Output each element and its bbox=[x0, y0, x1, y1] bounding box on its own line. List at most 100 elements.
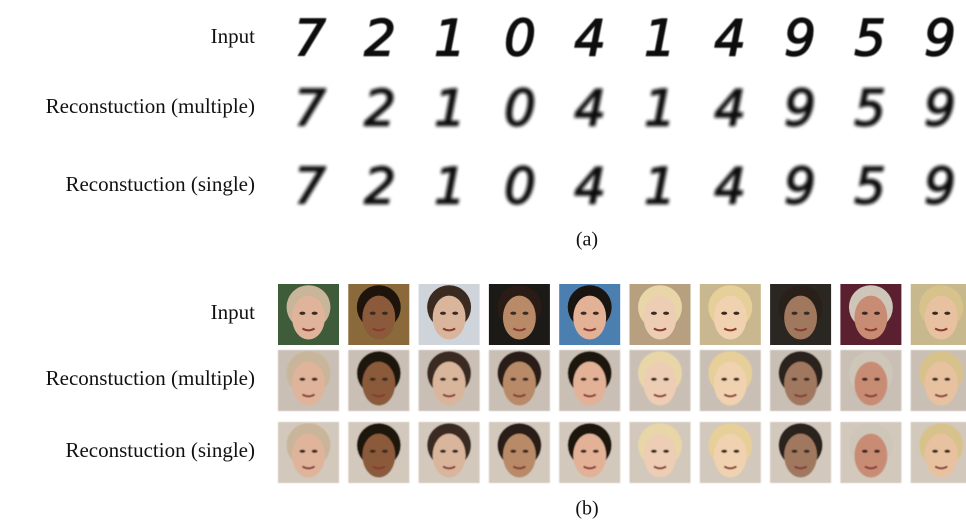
row-label: Reconstuction (multiple) bbox=[46, 366, 255, 390]
face-eye bbox=[312, 312, 318, 315]
face-eye bbox=[804, 312, 810, 315]
face-eye bbox=[382, 312, 388, 315]
face-skin bbox=[644, 296, 677, 340]
face-eye bbox=[721, 450, 727, 453]
face-eye bbox=[651, 450, 657, 453]
face-skin bbox=[292, 434, 325, 478]
digit-image: 1 bbox=[644, 80, 676, 138]
face-eye bbox=[510, 450, 516, 453]
face-eye bbox=[804, 450, 810, 453]
digit-image: 7 bbox=[294, 80, 326, 138]
face-image bbox=[489, 350, 550, 411]
face-eye bbox=[299, 312, 305, 315]
face-image bbox=[559, 422, 620, 483]
face-image bbox=[700, 284, 761, 345]
face-eye bbox=[874, 450, 880, 453]
face-image bbox=[348, 422, 409, 483]
face-eye bbox=[663, 378, 669, 381]
face-image bbox=[840, 284, 901, 345]
face-image bbox=[700, 350, 761, 411]
face-eye bbox=[382, 378, 388, 381]
face-eye bbox=[663, 312, 669, 315]
face-eye bbox=[862, 312, 868, 315]
face-eye bbox=[299, 378, 305, 381]
face-image bbox=[911, 422, 966, 483]
digit-image: 0 bbox=[504, 80, 536, 138]
row-label: Reconstuction (single) bbox=[65, 438, 255, 462]
face-image bbox=[419, 284, 480, 345]
face-eye bbox=[370, 450, 376, 453]
face-eye bbox=[862, 378, 868, 381]
face-skin bbox=[854, 362, 887, 406]
face-eye bbox=[312, 450, 318, 453]
face-skin bbox=[362, 296, 395, 340]
face-eye bbox=[370, 312, 376, 315]
face-skin bbox=[292, 296, 325, 340]
face-eye bbox=[440, 450, 446, 453]
face-eye bbox=[733, 312, 739, 315]
face-eye bbox=[663, 450, 669, 453]
face-skin bbox=[784, 296, 817, 340]
digit-image: 9 bbox=[924, 80, 956, 138]
face-eye bbox=[733, 450, 739, 453]
page: {"panel_a": {"rows": [ {"label": "Input"… bbox=[0, 0, 966, 525]
face-skin bbox=[854, 434, 887, 478]
digit-image: 1 bbox=[434, 158, 466, 216]
figure: (a) (b) Input7210414959Reconstuction (mu… bbox=[0, 0, 966, 525]
face-image bbox=[489, 284, 550, 345]
face-eye bbox=[510, 378, 516, 381]
digit-image: 5 bbox=[854, 158, 886, 216]
face-eye bbox=[440, 378, 446, 381]
face-eye bbox=[651, 378, 657, 381]
row-label: Input bbox=[211, 300, 255, 324]
face-eye bbox=[452, 378, 458, 381]
face-image bbox=[770, 284, 831, 345]
digit-image: 4 bbox=[574, 158, 606, 216]
face-eye bbox=[581, 378, 587, 381]
face-skin bbox=[433, 296, 466, 340]
face-image bbox=[770, 422, 831, 483]
face-skin bbox=[573, 296, 606, 340]
face-skin bbox=[925, 362, 958, 406]
face-skin bbox=[573, 434, 606, 478]
caption: (a) bbox=[576, 229, 598, 251]
face-eye bbox=[593, 312, 599, 315]
digit-image: 0 bbox=[504, 158, 536, 216]
face-skin bbox=[573, 362, 606, 406]
digit-image: 4 bbox=[714, 158, 746, 216]
digit-image: 9 bbox=[784, 10, 816, 68]
face-eye bbox=[792, 378, 798, 381]
face-eye bbox=[932, 312, 938, 315]
face-image bbox=[911, 350, 966, 411]
digit-image: 7 bbox=[294, 10, 326, 68]
face-skin bbox=[433, 362, 466, 406]
face-eye bbox=[452, 312, 458, 315]
face-eye bbox=[581, 312, 587, 315]
face-image bbox=[419, 350, 480, 411]
face-image bbox=[278, 350, 339, 411]
face-image bbox=[911, 284, 966, 345]
face-eye bbox=[651, 312, 657, 315]
face-skin bbox=[644, 434, 677, 478]
face-eye bbox=[440, 312, 446, 315]
row-label: Input bbox=[211, 24, 255, 48]
digit-image: 5 bbox=[854, 80, 886, 138]
face-eye bbox=[593, 378, 599, 381]
digit-image: 4 bbox=[574, 10, 606, 68]
face-skin bbox=[714, 296, 747, 340]
face-eye bbox=[944, 312, 950, 315]
face-skin bbox=[714, 362, 747, 406]
face-image bbox=[278, 422, 339, 483]
face-image bbox=[278, 284, 339, 345]
face-image bbox=[489, 422, 550, 483]
face-image bbox=[840, 350, 901, 411]
digit-image: 9 bbox=[784, 158, 816, 216]
digit-image: 1 bbox=[434, 10, 466, 68]
digit-image: 1 bbox=[644, 158, 676, 216]
face-eye bbox=[523, 378, 529, 381]
face-eye bbox=[874, 378, 880, 381]
face-image bbox=[770, 350, 831, 411]
face-eye bbox=[874, 312, 880, 315]
face-image bbox=[630, 284, 691, 345]
digit-image: 9 bbox=[784, 80, 816, 138]
